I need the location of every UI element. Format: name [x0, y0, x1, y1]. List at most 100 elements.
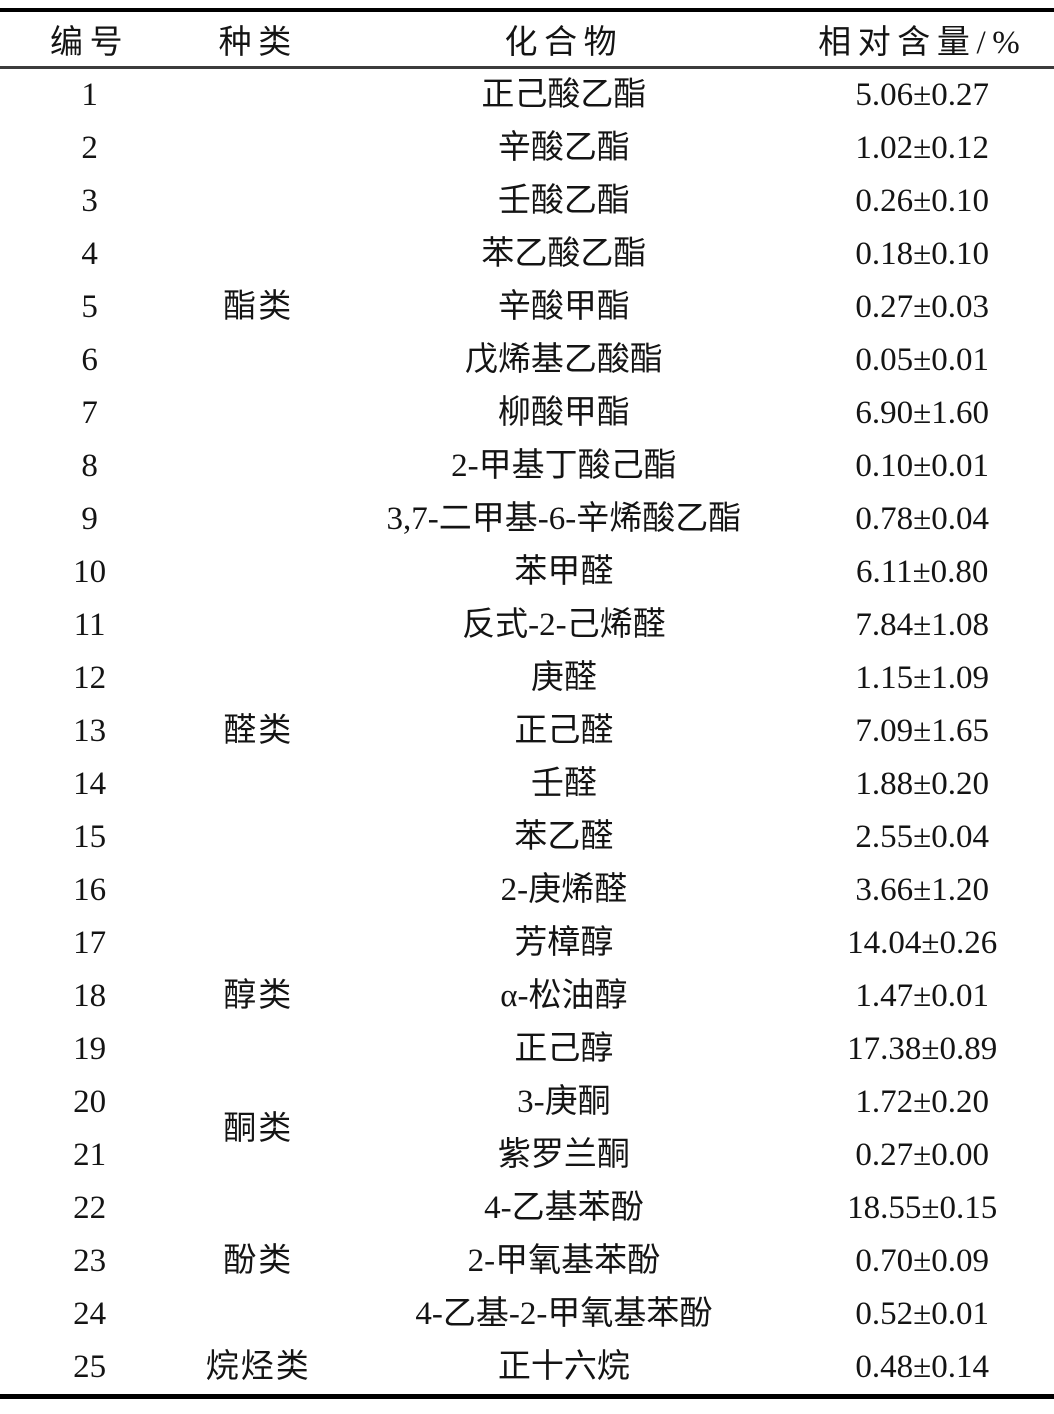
content-cell: 0.78±0.04	[855, 501, 990, 538]
compound-cell: 庚醛	[530, 660, 597, 697]
content-cell: 1.72±0.20	[855, 1084, 990, 1121]
content-cell: 3.66±1.20	[855, 872, 990, 909]
column-header-number: 编号	[0, 10, 180, 69]
table-row: 10 醛类 苯甲醛 6.11±0.80	[0, 546, 1054, 749]
row-number-cell: 12	[73, 660, 107, 697]
table-row: 18 α-松油醇 1.47±0.01	[0, 970, 1054, 1023]
content-cell: 0.10±0.01	[855, 448, 990, 485]
category-cell: 醛类	[223, 713, 294, 750]
row-number-cell: 23	[73, 1243, 107, 1280]
compound-cell: 4-乙基苯酚	[484, 1190, 644, 1227]
compound-cell: 壬酸乙酯	[497, 183, 630, 220]
compound-cell: 壬醛	[530, 766, 597, 803]
content-cell: 14.04±0.26	[847, 925, 998, 962]
compound-cell: 2-庚烯醛	[500, 872, 628, 909]
table-row: 4 苯乙酸乙酯 0.18±0.10	[0, 228, 1054, 281]
compound-table: 编号 种类 化合物 相对含量/% 1 酯类 正己酸乙酯 5.06±0.27 2 辛酸乙酯 1…	[0, 8, 1054, 1399]
column-header-category: 种类	[179, 10, 338, 69]
content-cell: 0.27±0.03	[855, 289, 990, 326]
content-cell: 2.55±0.04	[855, 819, 990, 856]
compound-cell: 正己醛	[514, 713, 614, 750]
compound-cell: 正己醇	[514, 1031, 614, 1068]
content-cell: 0.70±0.09	[855, 1243, 990, 1280]
category-cell: 醇类	[223, 978, 294, 1015]
compound-cell: 苯乙醛	[514, 819, 614, 856]
table-row: 21 紫罗兰酮 0.27±0.00	[0, 1129, 1054, 1182]
table-row: 25 烷烃类 正十六烷 0.48±0.14	[0, 1341, 1054, 1397]
table-row: 14 壬醛 1.88±0.20	[0, 758, 1054, 811]
table-row: 19 正己醇 17.38±0.89	[0, 1023, 1054, 1076]
category-cell: 酯类	[223, 289, 294, 326]
content-cell: 1.02±0.12	[855, 130, 990, 167]
table-row: 17 醇类 芳樟醇 14.04±0.26	[0, 917, 1054, 1014]
table-row: 6 戊烯基乙酸酯 0.05±0.01	[0, 334, 1054, 387]
compound-cell: 3-庚酮	[517, 1084, 611, 1121]
row-number-cell: 11	[73, 607, 106, 644]
compound-cell: 柳酸甲酯	[497, 395, 630, 432]
column-header-content: 相对含量/%	[790, 10, 1054, 69]
row-number-cell: 20	[73, 1084, 107, 1121]
compound-cell: 4-乙基-2-甲氧基苯酚	[415, 1296, 713, 1333]
content-cell: 7.84±1.08	[855, 607, 990, 644]
row-number-cell: 15	[73, 819, 107, 856]
table-row: 16 2-庚烯醛 3.66±1.20	[0, 864, 1054, 917]
content-cell: 1.15±1.09	[855, 660, 990, 697]
table-row: 5 辛酸甲酯 0.27±0.03	[0, 281, 1054, 334]
content-cell: 0.27±0.00	[855, 1137, 990, 1174]
compound-cell: 苯甲醛	[514, 554, 614, 591]
row-number-cell: 14	[73, 766, 107, 803]
row-number-cell: 5	[81, 289, 98, 326]
row-number-cell: 9	[81, 501, 98, 538]
category-cell: 酚类	[223, 1243, 294, 1280]
content-cell: 6.11±0.80	[856, 554, 989, 591]
compound-cell: 正己酸乙酯	[481, 77, 647, 114]
table-row: 23 2-甲氧基苯酚 0.70±0.09	[0, 1235, 1054, 1288]
content-cell: 5.06±0.27	[855, 77, 990, 114]
table-row: 8 2-甲基丁酸己酯 0.10±0.01	[0, 440, 1054, 493]
header-row: 编号 种类 化合物 相对含量/%	[0, 10, 1054, 69]
compound-cell: α-松油醇	[500, 978, 628, 1015]
table-row: 1 酯类 正己酸乙酯 5.06±0.27	[0, 68, 1054, 325]
column-header-compound: 化合物	[337, 10, 791, 69]
table-row: 13 正己醛 7.09±1.65	[0, 705, 1054, 758]
table-row: 22 酚类 4-乙基苯酚 18.55±0.15	[0, 1182, 1054, 1279]
content-cell: 1.47±0.01	[855, 978, 990, 1015]
compound-cell: 苯乙酸乙酯	[481, 236, 647, 273]
row-number-cell: 25	[73, 1349, 107, 1386]
content-cell: 1.88±0.20	[855, 766, 990, 803]
compound-cell: 正十六烷	[497, 1349, 630, 1386]
content-cell: 18.55±0.15	[847, 1190, 998, 1227]
table-row: 7 柳酸甲酯 6.90±1.60	[0, 387, 1054, 440]
table-row: 12 庚醛 1.15±1.09	[0, 652, 1054, 705]
row-number-cell: 21	[73, 1137, 107, 1174]
compound-cell: 2-甲氧基苯酚	[467, 1243, 661, 1280]
table-row: 9 3,7-二甲基-6-辛烯酸乙酯 0.78±0.04	[0, 493, 1054, 546]
row-number-cell: 19	[73, 1031, 107, 1068]
category-cell: 酮类	[223, 1110, 294, 1147]
compound-cell: 2-甲基丁酸己酯	[451, 448, 677, 485]
content-cell: 7.09±1.65	[855, 713, 990, 750]
table-row: 3 壬酸乙酯 0.26±0.10	[0, 175, 1054, 228]
row-number-cell: 16	[73, 872, 107, 909]
table-header: 编号 种类 化合物 相对含量/%	[0, 10, 1054, 69]
row-number-cell: 7	[81, 395, 98, 432]
compound-cell: 芳樟醇	[514, 925, 614, 962]
compound-cell: 3,7-二甲基-6-辛烯酸乙酯	[386, 501, 742, 538]
compound-cell: 辛酸乙酯	[497, 130, 630, 167]
row-number-cell: 17	[73, 925, 107, 962]
row-number-cell: 2	[81, 130, 98, 167]
table-row: 20 酮类 3-庚酮 1.72±0.20	[0, 1076, 1054, 1147]
row-number-cell: 6	[81, 342, 98, 379]
compound-cell: 反式-2-己烯醛	[462, 607, 666, 644]
row-number-cell: 4	[81, 236, 98, 273]
table-body: 1 酯类 正己酸乙酯 5.06±0.27 2 辛酸乙酯 1.02±0.12 3 壬酸乙酯 0.26…	[0, 68, 1054, 1397]
content-cell: 0.05±0.01	[855, 342, 990, 379]
table-row: 15 苯乙醛 2.55±0.04	[0, 811, 1054, 864]
table-row: 2 辛酸乙酯 1.02±0.12	[0, 122, 1054, 175]
table-row: 24 4-乙基-2-甲氧基苯酚 0.52±0.01	[0, 1288, 1054, 1341]
category-cell: 烷烃类	[205, 1349, 311, 1386]
content-cell: 0.26±0.10	[855, 183, 990, 220]
row-number-cell: 18	[73, 978, 107, 1015]
row-number-cell: 13	[73, 713, 107, 750]
